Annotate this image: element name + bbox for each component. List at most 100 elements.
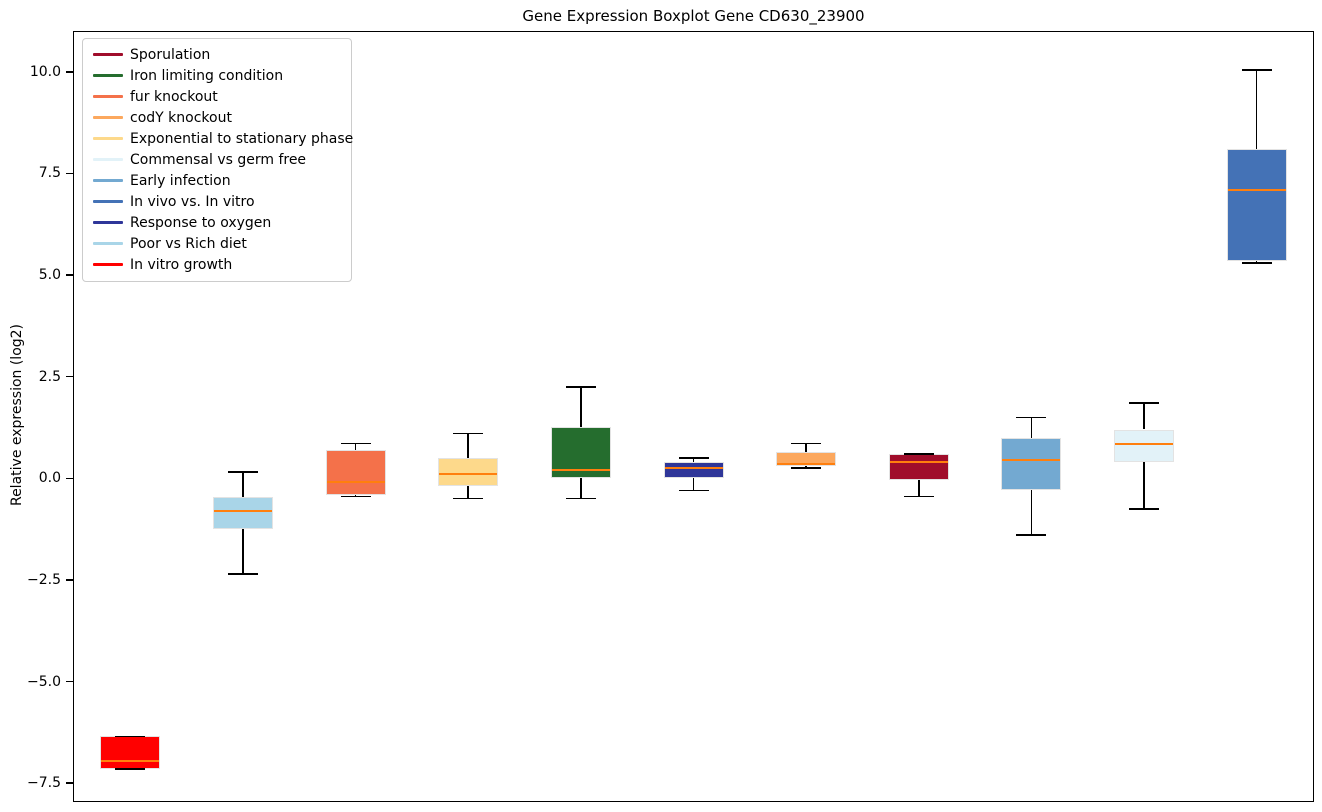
y-tick-mark <box>66 680 73 683</box>
legend-swatch <box>93 74 123 77</box>
whisker-cap-lower <box>1016 534 1047 536</box>
whisker-cap-upper <box>227 471 258 473</box>
legend-item: Poor vs Rich diet <box>83 233 351 254</box>
y-tick-label: 0.0 <box>38 470 61 487</box>
whisker-cap-lower <box>453 497 484 500</box>
legend-item: Commensal vs germ free <box>83 149 351 170</box>
legend-swatch <box>93 116 123 119</box>
whisker-cap-lower <box>227 573 258 575</box>
median-line <box>439 473 498 476</box>
legend-label: fur knockout <box>130 88 218 105</box>
whisker-lower <box>467 486 469 499</box>
plot-area: 10.0 7.5 5.0 2.5 0.0 −2.5 −5.0 −7.5 Sporulation… <box>27 31 1314 802</box>
box-in-vitro-growth <box>100 736 161 769</box>
median-line <box>1115 442 1174 445</box>
whisker-cap-upper <box>453 432 484 435</box>
legend-swatch <box>93 95 123 98</box>
whisker-cap-lower <box>340 495 371 498</box>
legend: Sporulation Iron limiting condition fur kn… <box>82 38 354 282</box>
legend-label: Poor vs Rich diet <box>130 235 247 252</box>
y-tick-mark <box>66 274 73 276</box>
legend-swatch <box>93 179 123 182</box>
legend-swatch <box>93 221 123 224</box>
whisker-upper <box>692 457 695 463</box>
y-tick-label: 2.5 <box>38 368 61 385</box>
box-fur-knockout <box>325 449 386 495</box>
whisker-cap-lower <box>565 497 596 500</box>
box-cody-knockout <box>776 451 837 467</box>
whisker-lower <box>692 478 695 491</box>
median-line <box>213 509 272 512</box>
box-commensal-vs-germ-free <box>1114 429 1175 463</box>
whisker-cap-upper <box>565 386 596 388</box>
box-sporulation <box>888 453 949 481</box>
whisker-cap-upper <box>340 442 371 445</box>
box-response-to-oxygen <box>663 462 724 479</box>
whisker-upper <box>467 433 469 458</box>
y-tick-label: 10.0 <box>29 63 61 80</box>
whisker-cap-upper <box>1241 69 1272 71</box>
median-line <box>1002 458 1061 461</box>
y-tick-mark <box>66 71 73 73</box>
legend-label: Exponential to stationary phase <box>130 130 354 147</box>
legend-label: In vitro growth <box>130 256 233 273</box>
legend-swatch <box>93 53 123 56</box>
y-tick-label: 5.0 <box>38 267 61 284</box>
whisker-cap-upper <box>115 735 146 738</box>
whisker-lower <box>805 466 807 469</box>
median-line <box>777 463 836 466</box>
chart-title: Gene Expression Boxplot Gene CD630_23900 <box>522 7 865 25</box>
legend-label: Response to oxygen <box>130 214 272 231</box>
y-tick-label: −5.0 <box>27 673 61 690</box>
median-line <box>889 461 948 464</box>
whisker-cap-lower <box>903 495 934 498</box>
y-axis-label: Relative expression (log2) <box>9 323 25 507</box>
whisker-cap-upper <box>1016 416 1047 419</box>
legend-swatch <box>93 200 123 203</box>
legend-label: Sporulation <box>130 46 211 63</box>
legend-swatch <box>93 158 123 161</box>
median-line <box>1227 188 1286 191</box>
whisker-upper <box>1143 403 1145 430</box>
whisker-cap-lower <box>678 489 709 492</box>
whisker-upper <box>580 386 582 428</box>
legend-label: Early infection <box>130 172 231 189</box>
legend-item: Early infection <box>83 170 351 191</box>
whisker-upper <box>1255 69 1258 150</box>
legend-swatch <box>93 137 123 140</box>
whisker-lower <box>918 480 920 497</box>
whisker-cap-lower <box>1241 262 1272 264</box>
legend-swatch <box>93 242 123 245</box>
whisker-lower <box>1255 260 1258 263</box>
whisker-upper <box>1030 417 1033 438</box>
whisker-lower <box>354 494 357 497</box>
whisker-lower <box>1030 490 1033 536</box>
legend-item: Exponential to stationary phase <box>83 128 354 149</box>
box-poor-vs-rich-diet <box>212 496 273 530</box>
legend-item: Sporulation <box>83 44 351 65</box>
median-line <box>101 759 160 762</box>
whisker-lower <box>1143 462 1145 509</box>
legend-label: Iron limiting condition <box>130 67 284 84</box>
box-early-infection <box>1001 437 1062 491</box>
legend-label: Commensal vs germ free <box>130 151 307 168</box>
y-tick-mark <box>66 375 73 378</box>
whisker-cap-lower <box>1129 508 1160 510</box>
y-tick-mark <box>66 477 73 479</box>
legend-item: Iron limiting condition <box>83 65 351 86</box>
whisker-upper <box>805 443 807 452</box>
box-exponential-to-stationary-phase <box>438 457 499 487</box>
median-line <box>664 467 723 470</box>
whisker-cap-lower <box>115 768 146 770</box>
legend-item: Response to oxygen <box>83 212 351 233</box>
y-tick-mark <box>66 579 73 581</box>
legend-label: codY knockout <box>130 109 232 126</box>
median-line <box>326 481 385 484</box>
whisker-upper <box>242 472 244 497</box>
whisker-lower <box>242 529 244 574</box>
y-tick-mark <box>66 782 73 784</box>
box-in-vivo-vs-in-vitro <box>1226 149 1287 261</box>
y-tick-label: −7.5 <box>27 775 61 792</box>
legend-item: fur knockout <box>83 86 351 107</box>
